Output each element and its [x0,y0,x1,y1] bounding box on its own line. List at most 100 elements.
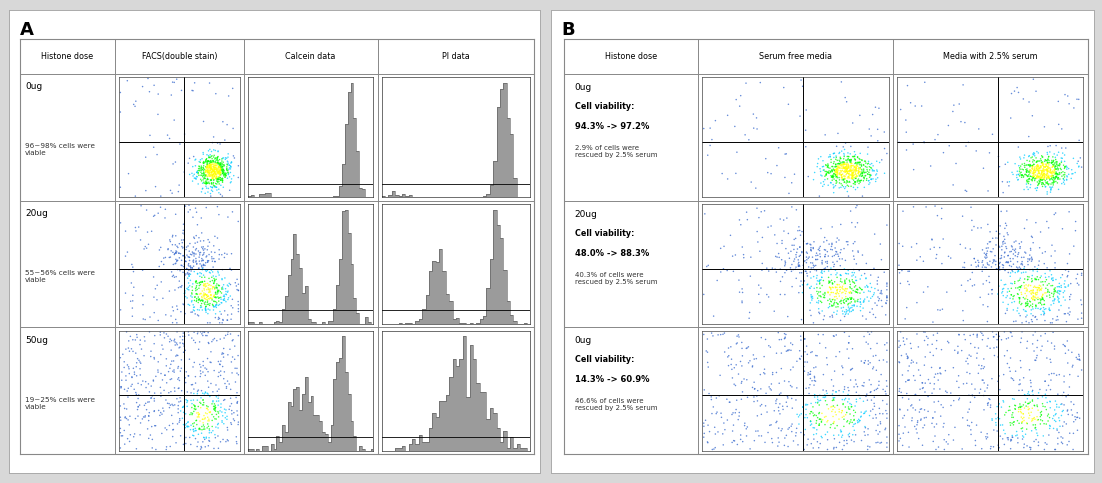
Point [198,286,216,294]
Point [835,385,853,393]
Point [1000,436,1017,443]
Point [207,301,225,309]
Point [844,169,862,176]
Point [205,157,223,165]
Point [780,189,798,197]
Point [915,257,932,265]
Point [843,304,861,312]
Point [205,275,223,283]
Point [1013,425,1030,432]
Point [826,163,844,171]
Point [852,307,869,314]
Point [184,301,202,309]
Point [204,166,222,173]
Point [820,252,838,260]
Point [208,387,226,395]
Point [208,153,226,161]
Point [1014,258,1031,266]
Point [198,405,216,412]
Point [863,171,880,179]
Point [996,248,1014,256]
Point [849,288,866,296]
Point [203,162,220,170]
Point [778,267,796,274]
Point [219,351,237,359]
Point [119,384,137,392]
Point [806,377,823,384]
Point [184,420,202,427]
Point [1030,165,1048,172]
Point [217,291,235,298]
Point [784,261,801,269]
Point [844,168,862,176]
Point [202,288,219,296]
Point [197,180,215,188]
Point [862,381,879,388]
Point [208,172,226,180]
Point [799,172,817,180]
Point [1025,149,1042,156]
Point [1044,415,1061,423]
Point [1034,278,1051,285]
Point [1013,418,1030,426]
Point [847,167,865,174]
Point [1023,379,1040,386]
Point [712,331,730,339]
Point [723,439,741,446]
Point [198,246,216,254]
Point [1030,174,1048,182]
Point [840,162,857,170]
Point [191,158,208,166]
Point [1006,245,1024,253]
Point [188,387,206,395]
Point [219,169,237,176]
Point [177,368,195,376]
Point [196,171,214,179]
Point [1031,298,1049,306]
Point [926,380,943,388]
Point [145,397,163,405]
Point [123,297,141,305]
Point [116,426,133,434]
Point [823,172,841,180]
Point [965,255,983,263]
Point [838,293,855,300]
Point [228,407,246,415]
Point [1073,314,1091,322]
Point [814,294,832,301]
Point [1000,259,1017,267]
Point [205,146,223,154]
Point [205,164,223,172]
Point [1022,246,1039,254]
Point [1024,162,1041,170]
Point [1051,423,1069,430]
Point [993,242,1011,250]
Point [1029,432,1047,440]
Point [901,340,919,347]
Point [169,395,186,403]
Point [835,265,853,273]
Point [731,333,748,341]
Point [753,266,770,274]
Point [161,335,179,343]
Point [1020,297,1038,305]
Point [1050,283,1068,291]
Point [1018,298,1036,306]
Point [844,153,862,160]
Point [823,240,841,247]
Point [165,79,183,86]
Point [858,293,876,301]
Point [782,346,800,354]
Point [754,234,771,242]
Point [1004,280,1022,287]
Point [842,183,860,190]
Point [197,302,215,310]
Point [857,159,875,167]
Point [845,171,863,179]
Point [1033,293,1050,300]
Point [1006,278,1024,285]
Point [961,422,979,430]
Point [811,440,829,447]
Point [218,383,236,391]
Point [818,412,835,420]
